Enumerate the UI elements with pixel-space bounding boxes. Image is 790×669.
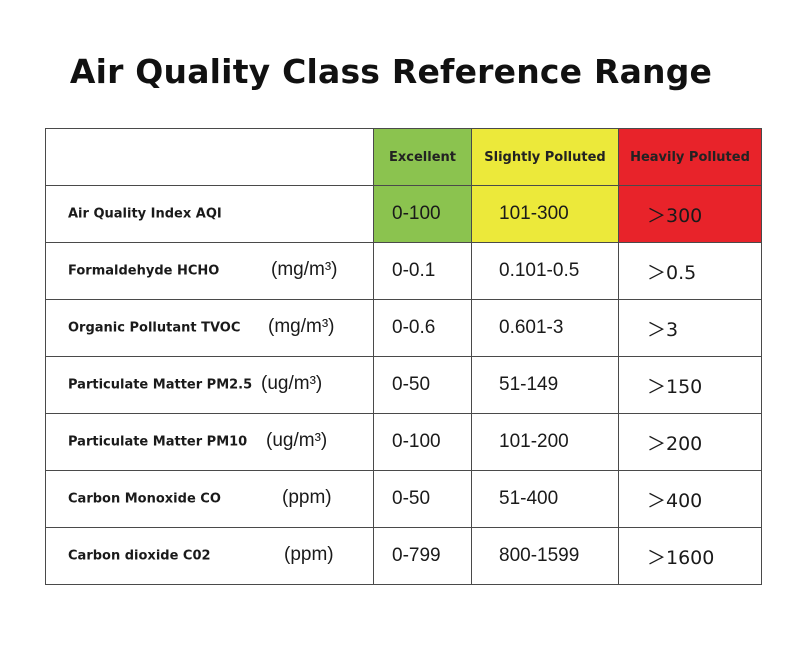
pollutant-cell: Carbon dioxide C02 (ppm) <box>45 527 374 585</box>
table-row: Carbon Monoxide CO (ppm) 0-50 51-400 ＞40… <box>45 470 762 528</box>
heavily-polluted-range: ＞1600 <box>618 527 762 585</box>
page-title: Air Quality Class Reference Range <box>69 52 713 91</box>
unit-label: (ppm) <box>282 486 332 508</box>
excellent-range: 0-50 <box>373 356 472 414</box>
unit-label: (ppm) <box>284 543 334 565</box>
excellent-range: 0-50 <box>373 470 472 528</box>
heavily-polluted-range: ＞200 <box>618 413 762 471</box>
pollutant-cell: Particulate Matter PM2.5 (ug/m³) <box>45 356 374 414</box>
slightly-polluted-range: 51-149 <box>471 356 619 414</box>
unit-label: (mg/m³) <box>271 258 338 280</box>
pollutant-name: Organic Pollutant TVOC <box>68 320 241 336</box>
heavily-polluted-range: ＞300 <box>618 185 762 243</box>
pollutant-cell: Formaldehyde HCHO (mg/m³) <box>45 242 374 300</box>
table-row: Particulate Matter PM10 (ug/m³) 0-100 10… <box>45 413 762 471</box>
unit-label: (mg/m³) <box>268 315 335 337</box>
pollutant-cell: Carbon Monoxide CO (ppm) <box>45 470 374 528</box>
air-quality-reference-table: Excellent Slightly Polluted Heavily Poll… <box>45 128 762 585</box>
heavily-polluted-range: ＞0.5 <box>618 242 762 300</box>
excellent-range: 0-0.1 <box>373 242 472 300</box>
excellent-range: 0-100 <box>373 185 472 243</box>
unit-label: (ug/m³) <box>266 429 328 451</box>
pollutant-name: Particulate Matter PM2.5 <box>68 377 253 393</box>
table-row: Formaldehyde HCHO (mg/m³) 0-0.1 0.101-0.… <box>45 242 762 300</box>
pollutant-name: Carbon dioxide C02 <box>68 548 211 564</box>
heavily-polluted-range: ＞3 <box>618 299 762 357</box>
excellent-range: 0-799 <box>373 527 472 585</box>
slightly-polluted-range: 800-1599 <box>471 527 619 585</box>
slightly-polluted-range: 101-200 <box>471 413 619 471</box>
unit-label: (ug/m³) <box>261 372 323 394</box>
excellent-range: 0-0.6 <box>373 299 472 357</box>
table-row: Carbon dioxide C02 (ppm) 0-799 800-1599 … <box>45 527 762 585</box>
heavily-polluted-range: ＞400 <box>618 470 762 528</box>
pollutant-cell: Air Quality Index AQI <box>45 185 374 243</box>
pollutant-cell: Organic Pollutant TVOC (mg/m³) <box>45 299 374 357</box>
header-excellent: Excellent <box>373 128 472 186</box>
pollutant-name: Carbon Monoxide CO <box>68 491 221 507</box>
pollutant-name: Air Quality Index AQI <box>68 206 222 222</box>
header-blank-cell <box>45 128 374 186</box>
table-row: Particulate Matter PM2.5 (ug/m³) 0-50 51… <box>45 356 762 414</box>
slightly-polluted-range: 0.101-0.5 <box>471 242 619 300</box>
header-slightly-polluted: Slightly Polluted <box>471 128 619 186</box>
pollutant-name: Formaldehyde HCHO <box>68 263 220 279</box>
header-row: Excellent Slightly Polluted Heavily Poll… <box>45 128 762 186</box>
excellent-range: 0-100 <box>373 413 472 471</box>
pollutant-name: Particulate Matter PM10 <box>68 434 248 450</box>
slightly-polluted-range: 0.601-3 <box>471 299 619 357</box>
table-row: Organic Pollutant TVOC (mg/m³) 0-0.6 0.6… <box>45 299 762 357</box>
header-heavily-polluted: Heavily Polluted <box>618 128 762 186</box>
pollutant-cell: Particulate Matter PM10 (ug/m³) <box>45 413 374 471</box>
slightly-polluted-range: 101-300 <box>471 185 619 243</box>
slightly-polluted-range: 51-400 <box>471 470 619 528</box>
heavily-polluted-range: ＞150 <box>618 356 762 414</box>
table-row: Air Quality Index AQI 0-100 101-300 ＞300 <box>45 185 762 243</box>
